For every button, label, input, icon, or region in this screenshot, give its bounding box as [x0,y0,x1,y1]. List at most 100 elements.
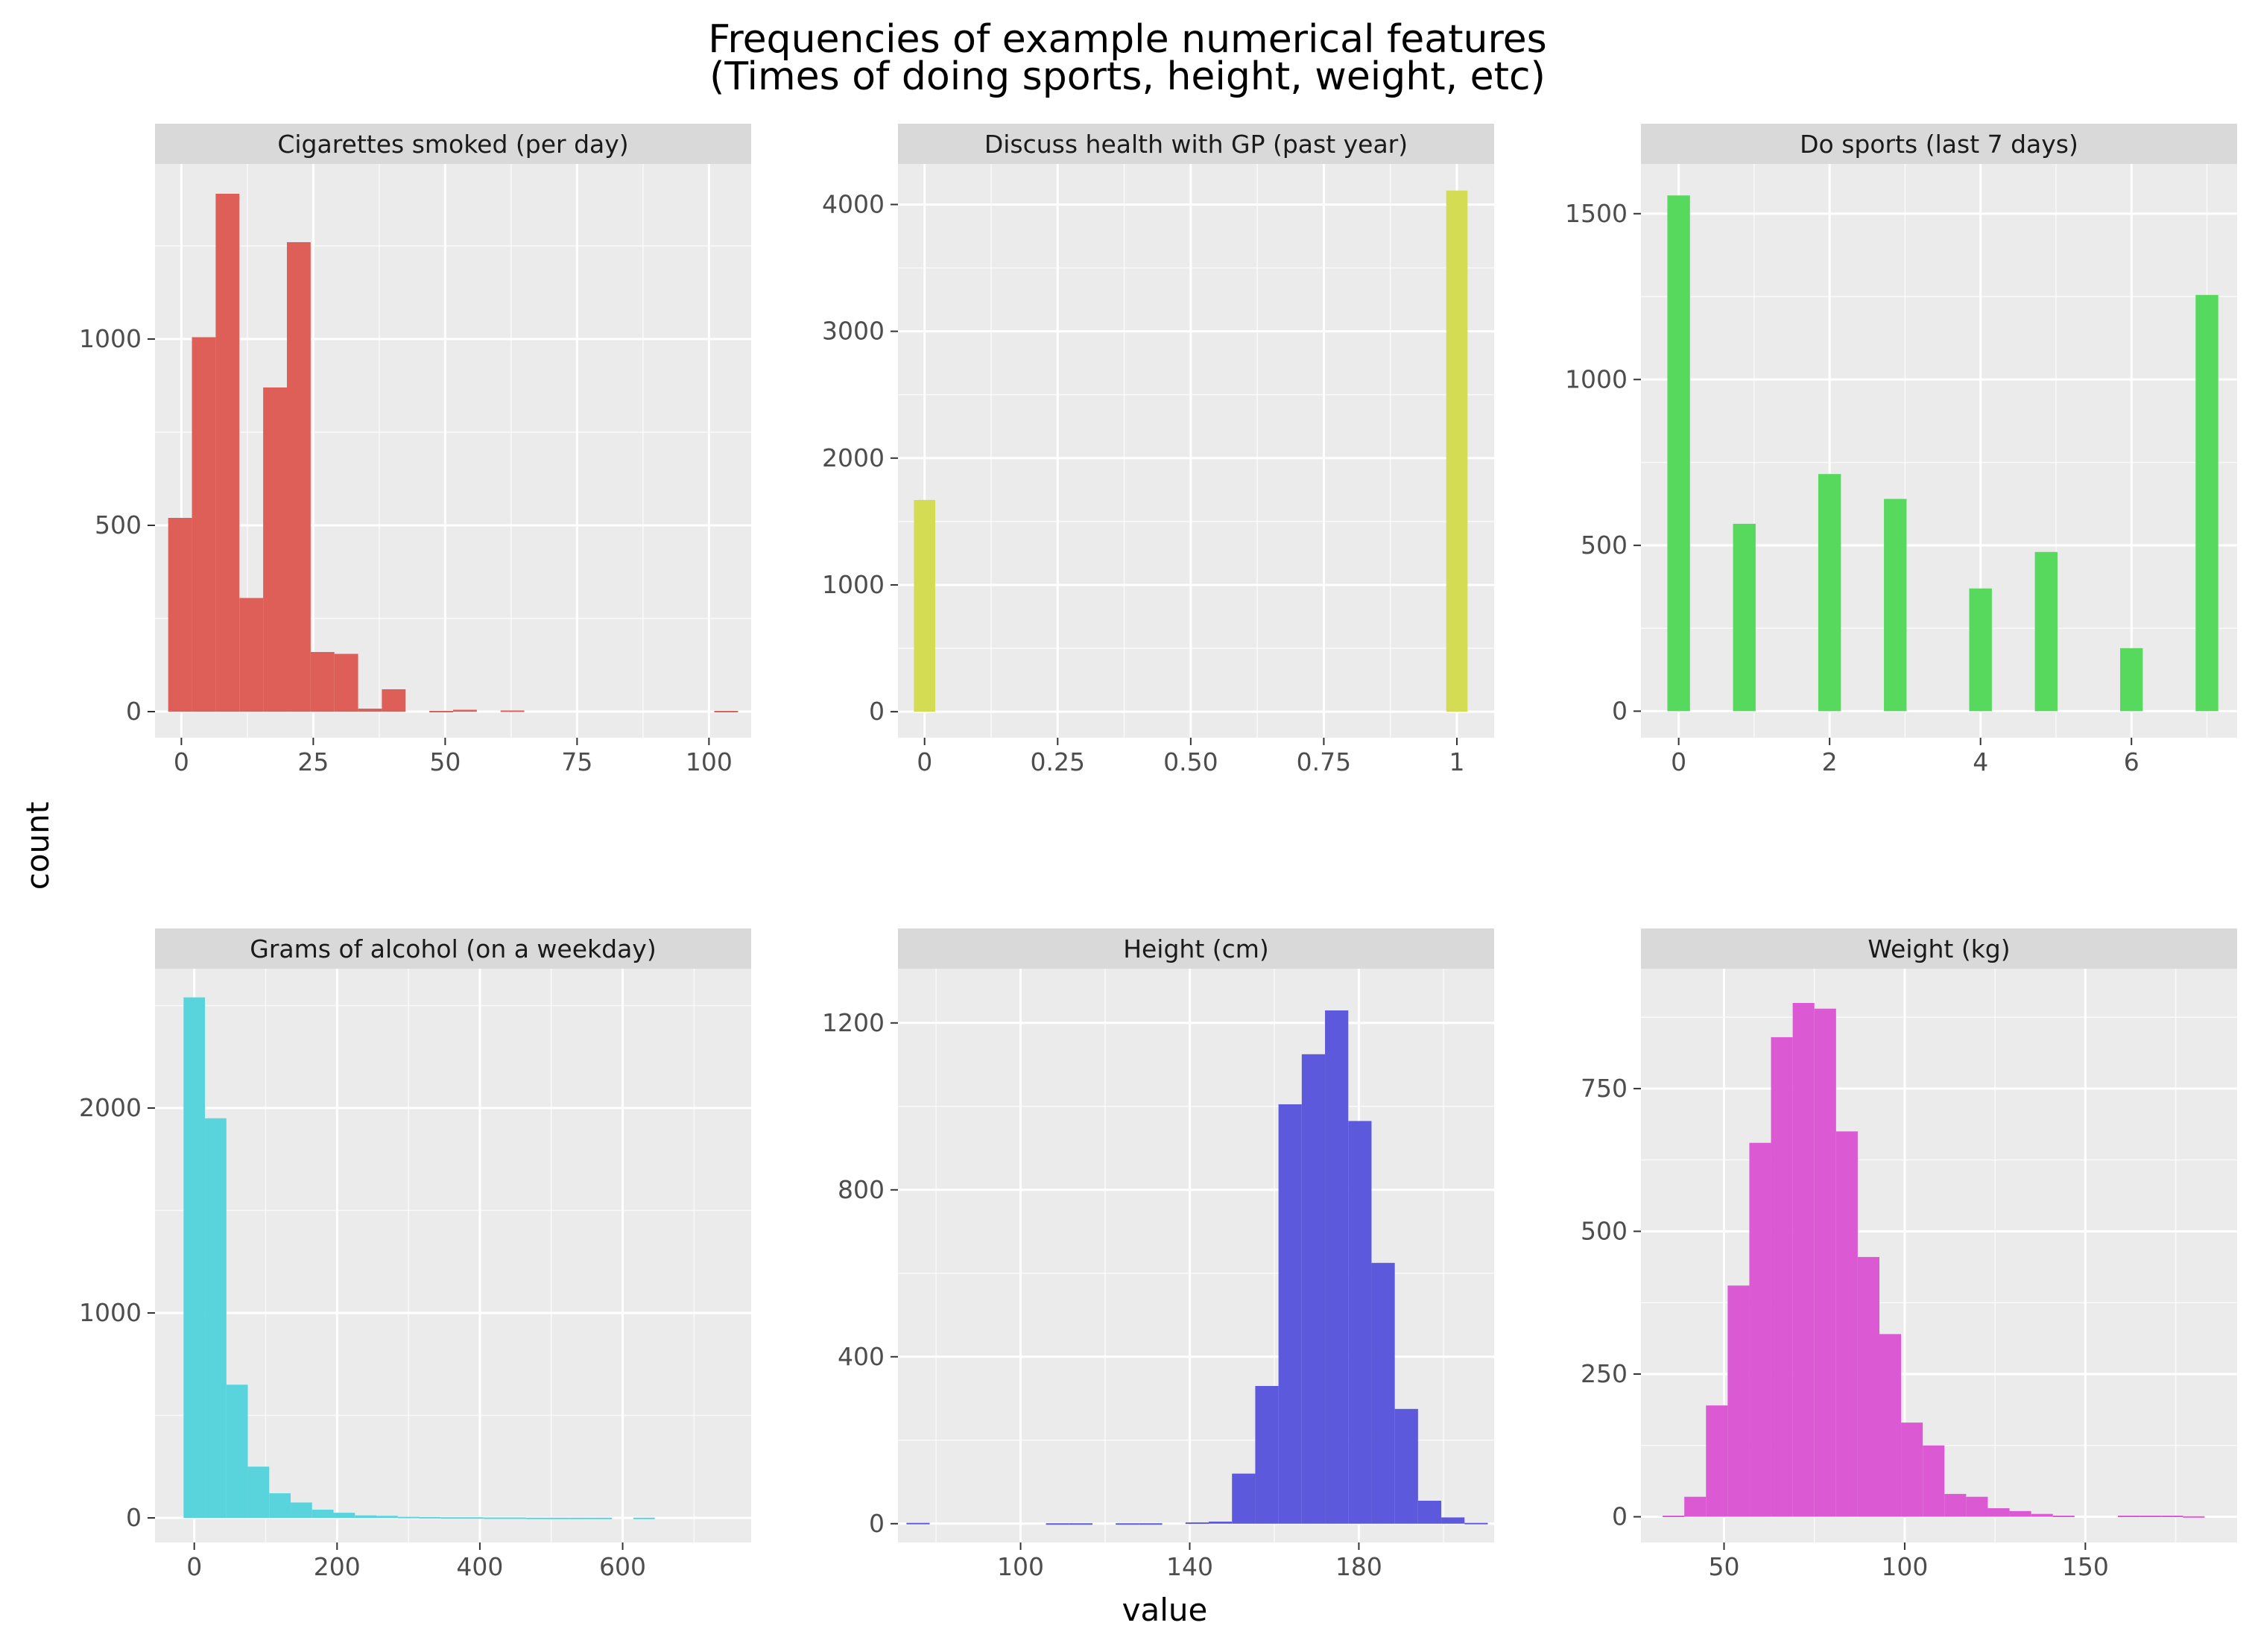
histogram-bar [1069,1523,1092,1525]
x-tick-label: 600 [599,1552,646,1581]
histogram-bar [1185,1522,1209,1525]
histogram-bar [382,689,406,712]
x-tick-label: 50 [429,747,461,776]
histogram-bar [2195,294,2218,712]
histogram-bar [633,1517,655,1519]
histogram-bar [1706,1405,1728,1517]
histogram-bar [1818,474,1841,712]
facet-strip [155,928,751,969]
histogram-bar [358,709,382,712]
x-tick-label: 180 [1335,1552,1382,1581]
histogram-bar [376,1516,398,1518]
x-tick-label: 0 [917,747,932,776]
histogram-bar [2120,648,2143,712]
histogram-bar [1209,1522,1233,1524]
facet-strip-title: Height (cm) [1123,934,1269,963]
histogram-bar [2183,1516,2205,1518]
histogram-bar [1879,1334,1902,1517]
y-tick-label: 2000 [79,1093,142,1122]
y-tick-label: 750 [1581,1074,1628,1103]
histogram-bar [269,1493,291,1518]
y-tick-label: 0 [869,697,885,726]
histogram-bar [906,1522,930,1525]
histogram-bar [1857,1256,1879,1517]
histogram-bar [1667,195,1690,712]
histogram-bar [263,387,287,712]
facet-strip [1641,124,2237,164]
facet-panel: Do sports (last 7 days) 0 2 4 6 0 500 1000 1500 [1565,124,2237,776]
figure-title-line-2: (Times of doing sports, height, weight, … [709,54,1546,99]
panel-background [898,164,1494,738]
x-axis-title: value [1122,1592,1208,1628]
histogram-bar [334,653,358,712]
histogram-bar [1255,1386,1279,1524]
histogram-bar [355,1515,377,1518]
histogram-bar [914,499,935,712]
histogram-bar [1966,1496,1988,1517]
histogram-bar [714,711,739,712]
histogram-bar [1441,1517,1465,1524]
histogram-bar [1232,1473,1256,1524]
x-tick-label: 1 [1449,747,1465,776]
histogram-bar [1684,1496,1707,1517]
histogram-bar [526,1517,548,1519]
histogram-bar [2139,1515,2162,1517]
histogram-bar [1969,588,1992,712]
histogram-bar [1901,1422,1923,1517]
x-tick-label: 75 [561,747,592,776]
histogram-bar [505,1517,527,1519]
x-tick-label: 140 [1166,1552,1213,1581]
facet-panel: Grams of alcohol (on a weekday) 0 200 400 60… [79,928,751,1581]
y-tick-label: 500 [95,510,142,539]
x-tick-label: 0 [1671,747,1686,776]
y-axis-title: count [19,802,56,890]
histogram-bar [1987,1508,2010,1517]
histogram-bar [1663,1515,1685,1517]
y-tick-label: 2000 [822,443,885,472]
histogram-bar [183,997,206,1518]
histogram-bar [1792,1002,1815,1517]
histogram-bar [1944,1493,1967,1517]
histogram-bar [1464,1522,1488,1525]
histogram-bar [440,1517,462,1519]
histogram-bar [429,711,453,712]
panel-background [155,969,751,1542]
histogram-bar [2009,1510,2031,1517]
histogram-bar [2034,551,2058,712]
facet-strip [155,124,751,164]
histogram-bar [397,1516,420,1519]
histogram-bar [291,1502,312,1518]
y-tick-label: 4000 [822,189,885,218]
y-tick-label: 1500 [1565,199,1628,228]
x-tick-label: 4 [1973,747,1988,776]
histogram-bar [1371,1262,1395,1524]
histogram-bar [453,709,477,712]
x-tick-label: 0 [174,747,189,776]
y-tick-label: 0 [869,1509,885,1538]
y-tick-label: 400 [838,1342,885,1371]
histogram-bar [2052,1515,2075,1517]
y-tick-label: 800 [838,1175,885,1204]
x-tick-label: 150 [2062,1552,2109,1581]
y-tick-label: 3000 [822,317,885,346]
panel-background [1641,164,2237,738]
histogram-bar [1727,1285,1750,1517]
histogram-bar [215,194,240,712]
histogram-bar [1884,499,1907,712]
facet-strip-title: Cigarettes smoked (per day) [277,130,628,159]
x-tick-label: 0.25 [1031,747,1085,776]
facet-panel: Weight (kg) 50 100 150 0 250 500 750 [1581,928,2237,1581]
y-tick-label: 1000 [1565,364,1628,393]
facet-strip-title: Discuss health with GP (past year) [984,130,1408,159]
histogram-bar [547,1517,569,1519]
y-tick-label: 1000 [822,570,885,599]
facet-strip-title: Do sports (last 7 days) [1800,130,2078,159]
figure-title-line-1: Frequencies of example numerical feature… [708,17,1547,62]
histogram-bar [1301,1054,1326,1524]
histogram-bar [1116,1523,1139,1525]
histogram-bar [2161,1515,2183,1517]
x-tick-label: 25 [297,747,329,776]
x-tick-label: 50 [1709,1552,1740,1581]
x-tick-label: 200 [314,1552,361,1581]
facet-strip [898,928,1494,969]
